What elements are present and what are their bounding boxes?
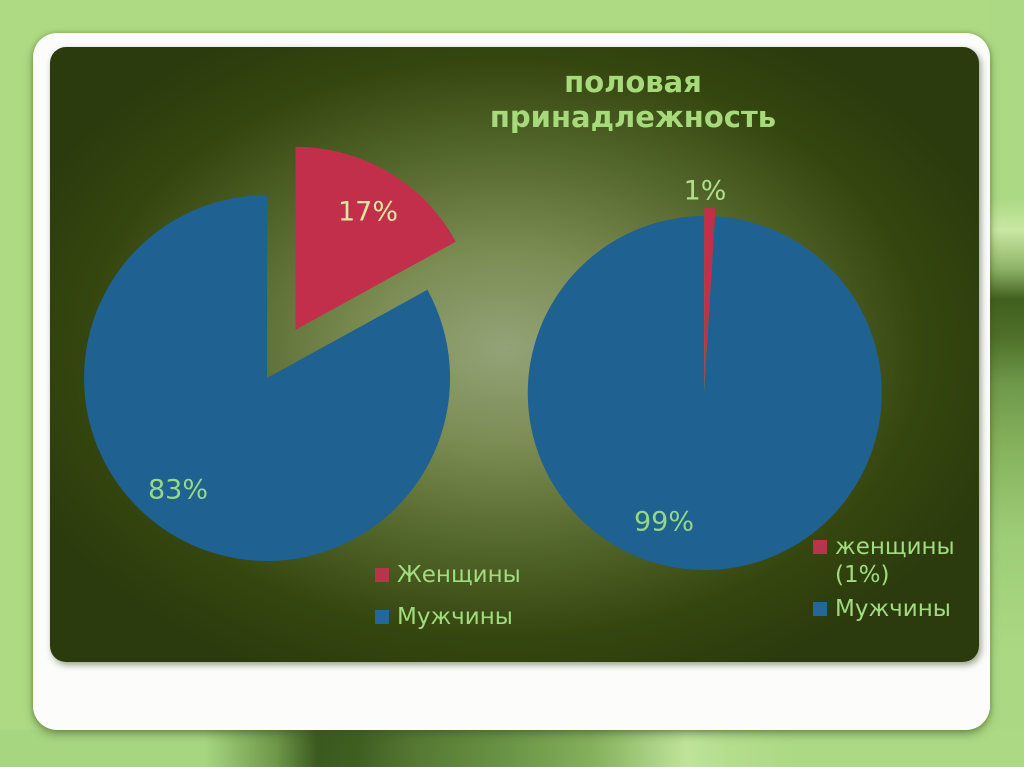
female-swatch-icon [813,540,827,554]
left-pie-male-value-label: 83% [147,474,209,506]
right-pie-male-value-label: 99% [633,506,695,538]
legend-item-male: Мужчины [813,595,965,623]
left-pie-group [84,146,456,561]
legend-item-male: Мужчины [375,603,521,631]
slide-title-line2: принадлежность [489,100,777,134]
pie-charts-svg [84,146,882,570]
legend-item-female: женщины (1%) [813,533,965,589]
slide-title: половая принадлежность [463,65,803,135]
right-pie-legend: женщины (1%) Мужчины [813,533,965,623]
slide-background: половая принадлежность 17% 83% 1% 99% Же… [50,47,979,662]
legend-label-female: женщины (1%) [835,534,955,588]
pie1-slice-male [527,216,882,570]
background-gloss-bottom [0,730,1024,767]
male-swatch-icon [813,602,827,616]
male-swatch-icon [375,610,389,624]
slide-frame: половая принадлежность 17% 83% 1% 99% Же… [33,33,990,730]
legend-item-female: Женщины [375,561,521,589]
background-gloss-right [990,0,1024,767]
pie0-slice-male [84,195,451,561]
pie1-slice-female [704,208,716,385]
right-pie-female-value-label: 1% [683,175,727,207]
pie0-slice-female [295,146,456,330]
legend-label-male: Мужчины [397,604,513,630]
legend-label-female: Женщины [397,562,521,588]
right-pie-group [527,208,882,570]
slide-title-line1: половая [564,65,702,99]
legend-label-male: Мужчины [835,596,951,622]
female-swatch-icon [375,568,389,582]
left-pie-legend: Женщины Мужчины [375,561,521,631]
left-pie-female-value-label: 17% [337,196,399,228]
